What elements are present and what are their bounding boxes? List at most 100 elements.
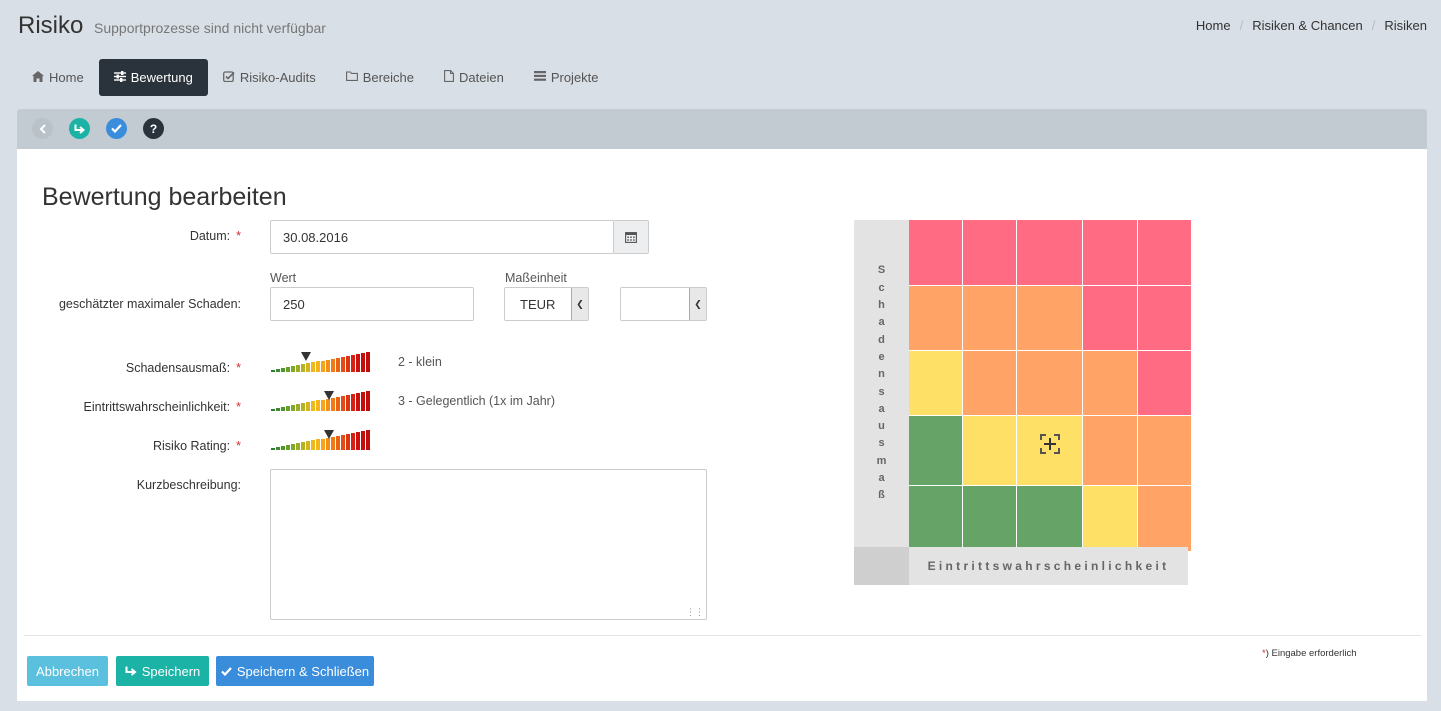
datum-label-text: Datum: [189,229,231,243]
matrix-cell[interactable] [1138,416,1191,485]
app-title: Risiko [18,12,84,39]
meter-bar [341,434,345,450]
meter-bar [331,436,335,450]
resize-handle-icon[interactable]: ⋮⋮ [686,607,704,617]
eintritt-meter[interactable] [271,390,370,411]
matrix-cell[interactable] [1083,220,1137,285]
chevron-down-icon: ❮ [689,288,706,320]
matrix-cell[interactable] [1083,486,1137,551]
meter-bar [341,356,345,372]
meter-bar [326,437,330,450]
tab-risiko-audits[interactable]: Risiko-Audits [208,59,331,96]
meter-bar [361,430,365,450]
check-icon [111,124,122,133]
matrix-cell[interactable] [1138,351,1191,415]
matrix-cell[interactable] [909,220,962,285]
matrix-cell[interactable] [1017,486,1082,551]
required-star: * [236,400,241,414]
required-footnote: *) Eingabe erforderlich [1262,648,1357,659]
matrix-cell[interactable] [963,220,1016,285]
breadcrumb-home[interactable]: Home [1195,18,1231,33]
cancel-button[interactable]: Abbrechen [27,656,108,686]
meter-bar [311,440,315,450]
matrix-cell[interactable] [909,486,962,551]
matrix-cell[interactable] [1083,286,1137,350]
help-button[interactable]: ? [143,118,164,139]
meter-bar [316,400,320,411]
tab-home[interactable]: Home [17,59,99,96]
matrix-y-label-char: n [878,368,885,381]
matrix-cell[interactable] [1083,351,1137,415]
back-button[interactable] [32,118,53,139]
meter-bar [336,435,340,450]
save-button[interactable]: Speichern [116,656,209,686]
matrix-cell[interactable] [909,416,962,485]
matrix-cell[interactable] [963,416,1016,485]
meter-bar [276,447,280,450]
meter-bar [321,399,325,411]
app-subtitle: Supportprozesse sind nicht verfügbar [94,20,326,36]
matrix-cell[interactable] [909,351,962,415]
save-close-button[interactable]: Speichern & Schließen [216,656,374,686]
matrix-cell[interactable] [963,286,1016,350]
matrix-cell[interactable] [1138,286,1191,350]
crosshair-icon [1040,434,1060,454]
matrix-cell[interactable] [1083,416,1137,485]
meter-bar [316,361,320,372]
matrix-cell[interactable] [1138,220,1191,285]
matrix-cell[interactable] [1017,220,1082,285]
matrix-y-label-char: s [878,385,885,398]
save-icon-button[interactable] [69,118,90,139]
calendar-button[interactable] [614,220,649,254]
schadensausmass-value: 2 - klein [398,355,442,369]
matrix-cell[interactable] [1017,351,1082,415]
check-icon [221,666,232,676]
check-square-icon [222,70,235,85]
matrix-cell[interactable] [963,486,1016,551]
matrix-cell[interactable] [1017,286,1082,350]
eintritt-pointer[interactable] [324,391,334,400]
required-star: * [236,361,241,375]
matrix-cell[interactable] [1138,486,1191,551]
meter-bar [366,351,370,372]
matrix-y-label-char: S [877,264,886,277]
meter-bar [356,353,360,372]
matrix-y-label-char: h [878,299,885,312]
matrix-cell[interactable] [1017,416,1082,485]
tab-bereiche-label: Bereiche [362,70,415,85]
matrix-y-label-char: a [878,316,885,329]
meter-bar [336,357,340,372]
schadensausmass-pointer[interactable] [301,352,311,361]
confirm-icon-button[interactable] [106,118,127,139]
meter-bar [296,443,300,450]
matrix-cell[interactable] [963,351,1016,415]
matrix-cell[interactable] [909,286,962,350]
required-star: * [236,229,241,243]
meter-bar [361,352,365,372]
meter-bar [306,402,310,411]
datum-label: Datum: * [1,229,241,243]
wert-input[interactable]: 250 [270,287,474,321]
tab-bewertung-label: Bewertung [130,70,193,85]
kurzbeschreibung-textarea[interactable]: ⋮⋮ [270,469,707,620]
meter-bar [286,367,290,372]
meter-bar [326,359,330,372]
matrix-y-label-char: a [878,471,885,484]
tab-bewertung[interactable]: Bewertung [98,59,208,96]
schadensausmass-meter[interactable] [271,351,370,372]
tab-projekte[interactable]: Projekte [519,59,614,96]
tab-dateien[interactable]: Dateien [429,59,519,96]
breadcrumb-risiken-chancen[interactable]: Risiken & Chancen [1252,18,1363,33]
datum-input[interactable]: 30.08.2016 [270,220,614,254]
matrix-grid [909,220,1191,551]
meter-bar [286,445,290,450]
extra-select[interactable]: ❮ [620,287,707,321]
share-icon [74,124,85,134]
eintritt-label: Eintrittswahrscheinlichkeit: * [1,400,241,414]
footnote-star: * [1262,648,1266,659]
masseinheit-select[interactable]: TEUR ❮ [504,287,589,321]
chevron-down-icon: ❮ [571,288,588,320]
tab-bereiche[interactable]: Bereiche [331,59,429,96]
breadcrumb-risiken: Risiken [1384,18,1427,33]
breadcrumb-separator: / [1371,18,1376,33]
